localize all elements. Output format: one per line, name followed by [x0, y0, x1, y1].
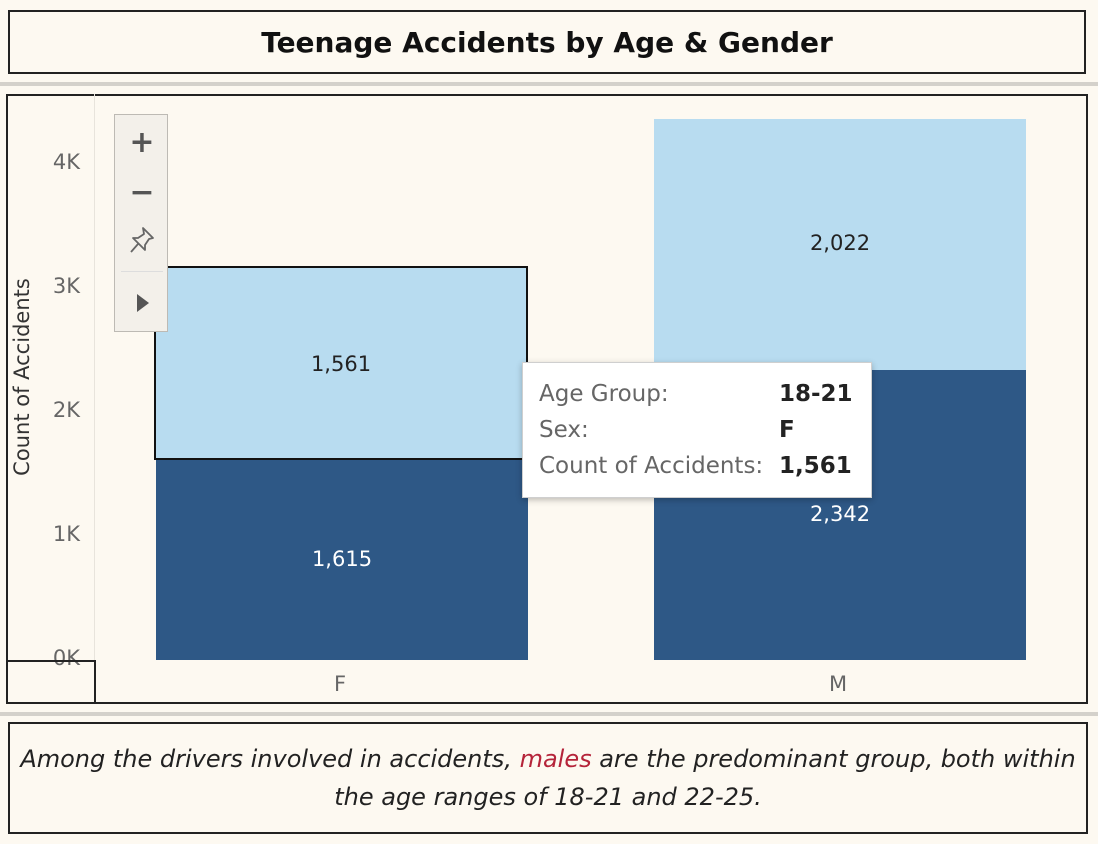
bar-m-22-25[interactable]: 2,022 — [654, 118, 1026, 370]
expand-button[interactable] — [115, 291, 169, 319]
viz-toolbar: + − — [114, 114, 168, 332]
y-tick-label: 0K — [52, 646, 80, 670]
y-tick-label: 2K — [52, 398, 80, 422]
tooltip-row-count: Count of Accidents: 1,561 — [539, 453, 852, 479]
chart-title: Teenage Accidents by Age & Gender — [261, 25, 833, 59]
data-label: 2,022 — [809, 231, 871, 256]
y-tick-label: 1K — [52, 522, 80, 546]
caption-highlight: males — [519, 745, 592, 773]
tooltip-row-age-group: Age Group: 18-21 — [539, 381, 853, 407]
pin-button[interactable] — [115, 225, 169, 259]
tooltip-row-sex: Sex: F — [539, 417, 795, 443]
x-tick-label: F — [333, 672, 347, 696]
play-icon — [137, 294, 149, 312]
zoom-in-button[interactable]: + — [129, 125, 155, 160]
divider — [0, 82, 1098, 86]
caption-box: Among the drivers involved in accidents,… — [8, 722, 1088, 834]
title-box: Teenage Accidents by Age & Gender — [8, 10, 1086, 74]
data-label: 1,615 — [311, 546, 373, 571]
axis-baseline — [6, 660, 96, 662]
y-tick-label: 3K — [52, 274, 80, 298]
toolbar-separator — [121, 271, 163, 272]
y-tick-label: 4K — [52, 150, 80, 174]
tooltip: Age Group: 18-21 Sex: F Count of Accidents… — [522, 362, 872, 498]
caption: Among the drivers involved in accidents,… — [20, 745, 1076, 811]
data-label: 2,342 — [809, 501, 871, 526]
zoom-out-button[interactable]: − — [129, 175, 155, 210]
x-axis-divider — [94, 662, 96, 704]
bar-f-22-25[interactable]: 1,561 — [154, 266, 528, 460]
pin-icon — [130, 227, 154, 253]
bar-f-18-21[interactable]: 1,615 — [156, 459, 528, 660]
x-tick-label: M — [828, 672, 848, 696]
data-label: 1,561 — [310, 351, 372, 376]
divider — [0, 712, 1098, 716]
plot-left-border — [94, 94, 95, 660]
